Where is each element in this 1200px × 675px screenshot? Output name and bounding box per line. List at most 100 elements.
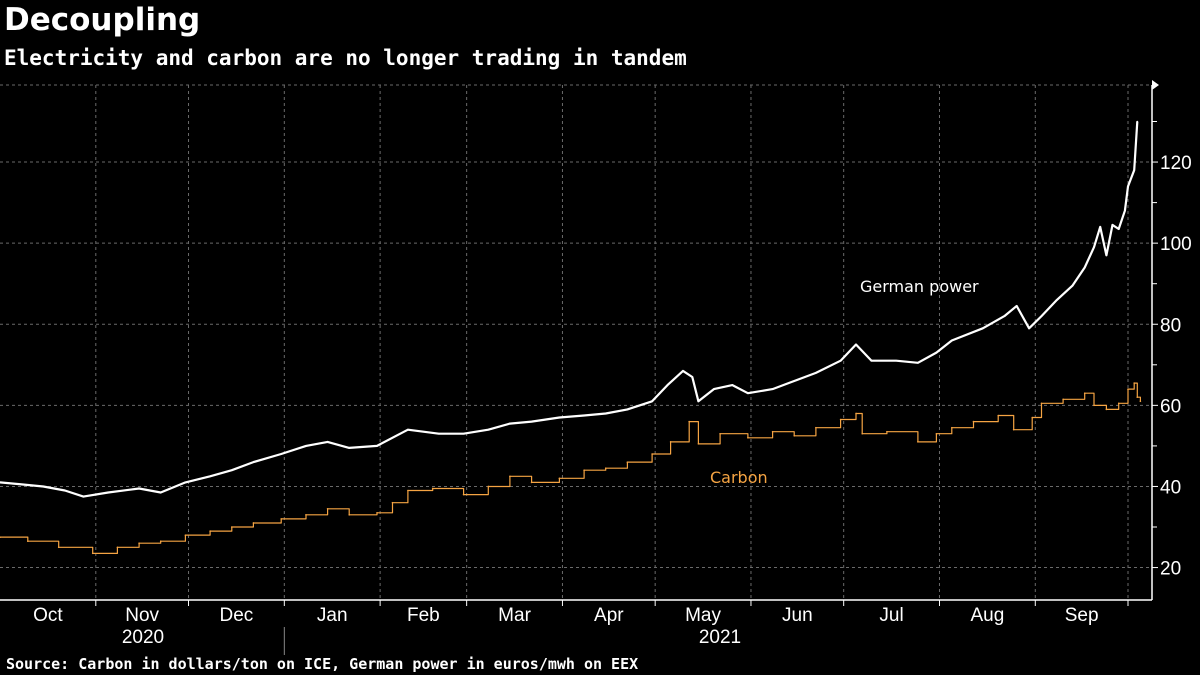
x-tick-label: Feb [407,605,440,626]
x-tick-label: Dec [220,605,254,626]
y-tick-label: 40 [1160,477,1181,498]
data-point [0,481,1,484]
data-point [626,408,629,411]
chart-title: Decoupling [4,2,201,38]
data-point [839,359,842,362]
data-point [697,443,700,445]
data-point [697,400,700,403]
data-point [107,491,109,494]
data-point [230,469,233,472]
chart-subtitle: Electricity and carbon are no longer tra… [4,46,687,70]
data-point [604,412,607,415]
data-point [376,445,378,447]
data-point [1031,416,1033,419]
data-point [462,493,465,496]
data-point [209,475,211,478]
data-point [280,518,283,520]
x-tick-label: Sep [1065,605,1099,626]
x-tick-label: Jan [317,605,348,626]
data-point [895,359,898,362]
data-point [1133,169,1135,171]
data-point [651,400,653,403]
data-point [348,447,351,449]
data-point [669,441,672,443]
data-point [1136,120,1139,123]
source-note: Source: Carbon in dollars/ton on ICE, Ge… [6,655,639,673]
data-point [487,428,490,431]
data-point [972,420,975,423]
data-point [666,384,669,386]
data-point [1040,402,1043,405]
data-point [230,526,233,528]
data-point [1117,228,1120,230]
data-point [487,485,490,488]
data-point [326,507,329,510]
data-point [462,432,465,435]
data-point [997,414,1000,417]
data-point [530,420,533,423]
data-point [731,384,734,386]
data-point [431,487,434,490]
data-point [981,327,984,330]
x-tick-label: Jul [879,605,903,626]
data-point [719,432,721,435]
data-point [407,489,409,492]
x-tick-label: May [685,605,721,626]
y-tick-label: 60 [1160,396,1181,417]
data-point [917,361,919,364]
data-point [280,453,283,455]
data-point [326,441,329,443]
x-tick-label: Oct [33,605,63,626]
data-point [917,441,919,443]
data-point [771,430,774,433]
data-point [138,487,140,490]
data-point [91,552,94,555]
data-point [855,412,857,415]
data-point [1133,382,1135,384]
data-point [184,534,187,536]
data-point [348,514,351,516]
year-label: 2020 [122,627,164,648]
data-point [438,432,440,435]
data-point [1012,428,1015,431]
series-label-german-power: German power [860,277,979,296]
data-point [530,481,533,484]
data-point [583,414,585,417]
data-point [1105,254,1108,257]
data-point [1127,185,1129,188]
axes: 20 40 60 80 100 120 Oct Nov Dec Jan Feb Mar Apr May Ju… [0,80,1192,655]
data-point [861,432,864,435]
data-point [604,467,607,470]
data-point [27,540,29,543]
data-point [558,416,561,419]
data-point [688,420,690,423]
x-tick-label: Aug [970,605,1004,626]
x-tick-label: Mar [498,605,531,626]
data-point [682,370,684,372]
data-point [82,495,85,498]
data-point [691,376,694,378]
data-point [42,485,45,488]
data-point [1099,226,1101,228]
data-point [57,546,60,549]
data-point [1111,224,1114,226]
grid [0,84,1152,600]
data-point [64,489,66,492]
x-tick-label: Nov [125,605,159,626]
data-point [1093,404,1095,407]
series-line-carbon [0,382,1141,554]
data-point [1015,305,1018,307]
data-point [1083,392,1086,394]
data-point [20,483,23,486]
data-point [747,436,749,439]
data-point [407,428,409,431]
data-point [558,477,561,480]
data-point [159,540,162,543]
data-point [159,491,162,494]
data-point [855,343,857,346]
data-point [1093,246,1095,249]
series-line-german-power [0,121,1139,498]
year-label: 2021 [699,627,741,648]
y-tick-label: 20 [1160,559,1181,580]
